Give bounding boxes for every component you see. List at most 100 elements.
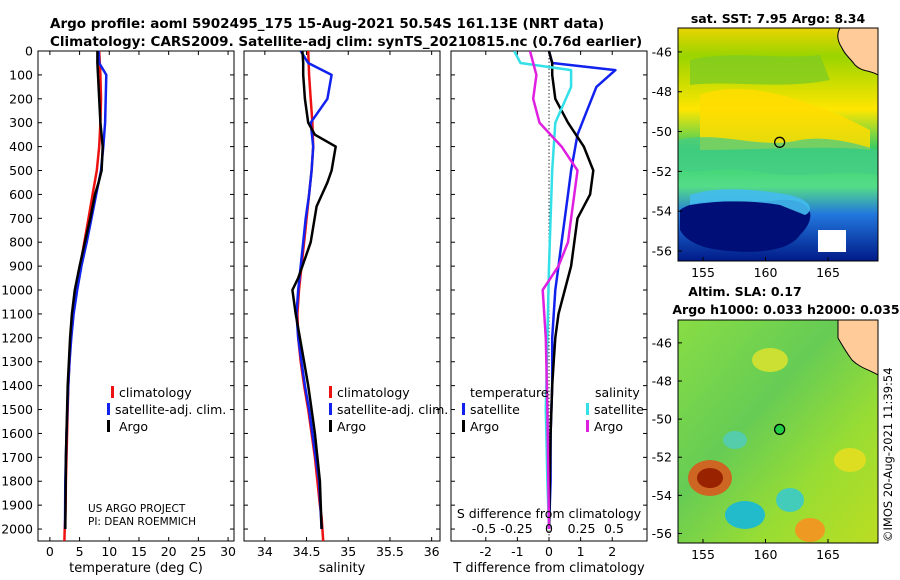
temperature-panel: 0 5 10 15 20 25 30 0 100 200 300 400 500 600 700 800 90… bbox=[1, 44, 236, 577]
x-tick-label: 1 bbox=[577, 544, 585, 559]
sla-map-image bbox=[678, 320, 878, 543]
salinity-axes-box bbox=[243, 50, 441, 542]
sla-map-frame bbox=[677, 319, 879, 544]
legend-swatch-climatology bbox=[111, 386, 114, 398]
sea-ice-mask bbox=[818, 230, 846, 252]
x-tick-label: 35 bbox=[340, 544, 356, 559]
difference-legend: temperature salinity satellite Argo sate… bbox=[462, 385, 644, 434]
lat-tick-label: -50 bbox=[652, 412, 672, 427]
land-nz bbox=[837, 28, 878, 76]
legend-swatch-satellite bbox=[107, 403, 110, 415]
sst-cold-band bbox=[690, 189, 810, 215]
legend-label-climatology: climatology bbox=[337, 385, 410, 400]
lon-tick-label: 165 bbox=[816, 265, 840, 280]
sst-warm-patch bbox=[700, 88, 870, 150]
legend-swatch-t-argo bbox=[462, 420, 465, 432]
legend-label-s-satellite: satellite bbox=[594, 402, 644, 417]
lat-tick-label: -48 bbox=[652, 84, 672, 99]
series-line-satellite-adj-clim- bbox=[295, 51, 333, 530]
legend-swatch-climatology bbox=[329, 386, 332, 398]
top-scale-tick-label: 0 bbox=[545, 521, 553, 536]
x-tick-label: 20 bbox=[161, 544, 177, 559]
y-tick-label: 2000 bbox=[1, 522, 33, 537]
y-tick-label: 1900 bbox=[1, 498, 33, 513]
top-scale-tick-label: -0.25 bbox=[500, 521, 532, 536]
y-tick-label: 900 bbox=[9, 259, 33, 274]
lon-tick-label: 165 bbox=[816, 547, 840, 562]
sla-high-eddy-3 bbox=[723, 431, 747, 449]
y-tick-label: 1200 bbox=[1, 330, 33, 345]
lat-tick-label: -54 bbox=[652, 204, 672, 219]
legend-label-t-satellite: satellite bbox=[470, 402, 520, 417]
lat-tick-label: -50 bbox=[652, 124, 672, 139]
y-tick-label: 1000 bbox=[1, 283, 33, 298]
lat-tick-label: -52 bbox=[652, 164, 672, 179]
legend-label-s-argo: Argo bbox=[594, 419, 623, 434]
temperature-legend: climatology satellite-adj. clim. Argo bbox=[107, 385, 226, 434]
sla-map-lat-ticks: -46 -48 -50 -52 -54 -56 bbox=[652, 335, 682, 541]
sla-warm-eddy-3 bbox=[752, 348, 788, 372]
lat-tick-label: -48 bbox=[652, 373, 672, 388]
land-nz-2 bbox=[837, 320, 878, 376]
legend-swatch-t-satellite bbox=[462, 403, 465, 415]
imos-stamp: ©IMOS 20-Aug-2021 11:39:54 bbox=[881, 367, 895, 542]
y-tick-label: 400 bbox=[9, 139, 33, 154]
x-tick-label: -1 bbox=[511, 544, 523, 559]
y-tick-label: 1300 bbox=[1, 354, 33, 369]
salinity-x-label: salinity bbox=[319, 561, 366, 576]
lat-tick-label: -56 bbox=[652, 526, 672, 541]
difference-top-scale-tick-labels: -0.5 -0.25 0 0.25 0.5 bbox=[472, 521, 624, 536]
sla-high-eddy bbox=[725, 501, 765, 529]
salinity-panel: 34 34.5 35 35.5 36 salinity climatology sate… bbox=[243, 50, 448, 576]
sla-argo-marker bbox=[773, 423, 786, 436]
lon-tick-label: 155 bbox=[691, 265, 715, 280]
x-tick-label: 34.5 bbox=[293, 544, 321, 559]
temperature-lines bbox=[63, 51, 108, 541]
project-credit: US ARGO PROJECT bbox=[88, 503, 186, 515]
x-tick-label: 36 bbox=[424, 544, 440, 559]
x-tick-label: 0 bbox=[545, 544, 553, 559]
legend-label-climatology: climatology bbox=[119, 385, 192, 400]
legend-swatch-satellite bbox=[329, 403, 332, 415]
sla-high-eddy-2 bbox=[776, 488, 804, 512]
sst-map-lat-ticks: -46 -48 -50 -52 -54 -56 bbox=[652, 44, 682, 259]
title-line-2: Climatology: CARS2009. Satellite-adj cli… bbox=[50, 34, 642, 50]
pi-credit: PI: DEAN ROEMMICH bbox=[88, 516, 196, 528]
difference-lines bbox=[513, 51, 617, 530]
legend-label-satellite: satellite-adj. clim. bbox=[115, 402, 226, 417]
x-tick-label: 15 bbox=[131, 544, 147, 559]
legend-label-t-argo: Argo bbox=[470, 419, 499, 434]
sst-cool-patch bbox=[690, 55, 830, 85]
sst-map-title: sat. SST: 7.95 Argo: 8.34 bbox=[691, 11, 866, 26]
temperature-x-tick-labels: 0 5 10 15 20 25 30 bbox=[46, 544, 236, 559]
t-difference-x-label: T difference from climatology bbox=[452, 561, 645, 576]
sst-map-frame bbox=[677, 27, 879, 262]
salinity-ticks bbox=[244, 50, 440, 541]
x-tick-label: 0 bbox=[46, 544, 54, 559]
temperature-ticks bbox=[38, 50, 234, 541]
series-line-salinity-argo bbox=[528, 51, 579, 530]
y-tick-label: 700 bbox=[9, 211, 33, 226]
legend-swatch-argo bbox=[329, 420, 332, 432]
y-tick-label: 100 bbox=[9, 67, 33, 82]
y-tick-label: 1800 bbox=[1, 474, 33, 489]
legend-label-argo: Argo bbox=[119, 419, 148, 434]
difference-x-tick-labels: -2 -1 0 1 2 bbox=[480, 544, 617, 559]
lon-tick-label: 160 bbox=[754, 547, 778, 562]
sst-cold-pool bbox=[680, 199, 811, 252]
s-difference-label: S difference from climatology bbox=[457, 506, 642, 521]
legend-swatch-s-argo bbox=[586, 420, 589, 432]
legend-label-satellite: satellite-adj. clim. bbox=[337, 402, 448, 417]
legend-label-argo: Argo bbox=[337, 419, 366, 434]
lat-tick-label: -56 bbox=[652, 244, 672, 259]
x-tick-label: 35.5 bbox=[376, 544, 404, 559]
sst-map-lon-ticks: 155 160 165 bbox=[691, 257, 840, 280]
top-scale-tick-label: 0.5 bbox=[604, 521, 624, 536]
y-tick-label: 300 bbox=[9, 115, 33, 130]
lat-tick-label: -54 bbox=[652, 488, 672, 503]
depth-tick-labels: 0 100 200 300 400 500 600 700 800 900 1000 1100 1200… bbox=[1, 44, 33, 537]
legend-swatch-s-satellite bbox=[586, 403, 589, 415]
y-tick-label: 1400 bbox=[1, 378, 33, 393]
sla-warm-eddy-2 bbox=[834, 448, 866, 472]
